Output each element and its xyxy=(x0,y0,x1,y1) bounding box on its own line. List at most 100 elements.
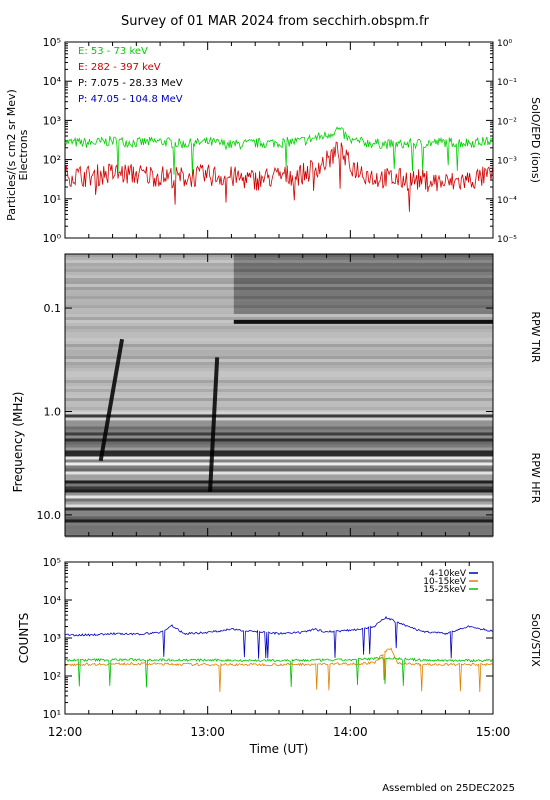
rpw-hfr-label: RPW HFR xyxy=(529,453,542,504)
hfr-band xyxy=(65,426,493,430)
epd-y2-tick-label: 10⁻¹ xyxy=(497,78,517,88)
hfr-band xyxy=(65,522,493,526)
rpw-tick-label: 1.0 xyxy=(44,405,62,418)
footer-assembled: Assembled on 25DEC2025 xyxy=(382,783,515,794)
tnr-noise-band xyxy=(65,314,493,317)
hfr-band xyxy=(65,435,493,439)
hfr-band xyxy=(65,525,493,529)
stix-y-tick-label: 10³ xyxy=(43,632,61,645)
hfr-band xyxy=(65,465,493,469)
tnr-noise-band xyxy=(65,392,493,395)
tnr-noise-band xyxy=(65,389,493,392)
hfr-band xyxy=(65,468,493,472)
hfr-band xyxy=(65,510,493,514)
tnr-noise-band xyxy=(65,260,493,263)
epd-panel: 10⁰ 10¹ 10² 10³ 10⁴ 10⁵ 10⁻⁵ 10⁻⁴ 10⁻³ 10⁻² 10⁻¹ 10… xyxy=(5,36,542,245)
rpw-tick-label: 10.0 xyxy=(37,509,62,522)
rpw-tnr-label: RPW TNR xyxy=(529,311,542,363)
tnr-noise-band xyxy=(65,272,493,275)
hfr-band xyxy=(65,483,493,487)
tnr-noise-band xyxy=(65,284,493,287)
hfr-band xyxy=(65,495,493,499)
x-axis-label: Time (UT) xyxy=(249,742,309,756)
hfr-band xyxy=(65,444,493,448)
epd-legend-protons-low: P: 7.075 - 28.33 MeV xyxy=(78,78,183,89)
tnr-noise-band xyxy=(65,344,493,347)
tnr-noise-band xyxy=(65,269,493,272)
hfr-band xyxy=(65,477,493,481)
tnr-noise-band xyxy=(65,290,493,293)
epd-y-tick-label: 10³ xyxy=(43,114,61,127)
rpw-plot-frame xyxy=(64,253,494,537)
stix-x-tick-label: 15:00 xyxy=(476,725,511,739)
epd-y2-tick-label: 10⁻⁵ xyxy=(497,235,517,245)
rpw-panel: 0.1 1.0 10.0 Frequency (MHz) RPW TNR RPW H… xyxy=(11,253,542,538)
tnr-emission-line xyxy=(233,319,494,324)
stix-x-tick-label: 14:00 xyxy=(333,725,368,739)
epd-y-tick-label: 10⁰ xyxy=(43,232,62,245)
epd-ylabel-line2: Electrons xyxy=(17,129,30,180)
stix-y-tick-label: 10⁵ xyxy=(43,556,61,569)
tnr-noise-band xyxy=(65,407,493,410)
type-iii-burst-1 xyxy=(98,338,125,462)
hfr-band xyxy=(65,438,493,442)
hfr-band xyxy=(65,489,493,493)
epd-series-lines xyxy=(64,126,494,212)
epd-y2-tick-label: 10⁻² xyxy=(497,117,517,127)
tnr-noise-band xyxy=(65,341,493,344)
tnr-noise-band xyxy=(65,311,493,314)
hfr-band xyxy=(65,441,493,445)
epd-y2-tick-label: 10⁰ xyxy=(497,39,512,49)
epd-y2-tick-label: 10⁻⁴ xyxy=(497,196,517,206)
tnr-noise-band xyxy=(65,377,493,380)
hfr-band xyxy=(65,450,493,454)
hfr-band xyxy=(65,516,493,520)
epd-axis-ticks: 10⁰ 10¹ 10² 10³ 10⁴ 10⁵ 10⁻⁵ 10⁻⁴ 10⁻³ 10⁻² 10⁻¹ 10… xyxy=(43,36,518,245)
tnr-noise-band xyxy=(65,359,493,362)
tnr-noise-band xyxy=(65,395,493,398)
epd-line-electrons-high xyxy=(64,141,494,212)
hfr-band xyxy=(65,414,493,418)
hfr-band xyxy=(65,423,493,427)
hfr-band xyxy=(65,486,493,490)
tnr-noise-band xyxy=(65,287,493,290)
tnr-noise-band xyxy=(65,353,493,356)
stix-x-tick-label: 13:00 xyxy=(190,725,225,739)
tnr-noise-band xyxy=(65,362,493,365)
stix-x-tick-label: 12:00 xyxy=(48,725,83,739)
stix-right-label: SolO/STIX xyxy=(529,613,542,667)
tnr-noise-band xyxy=(65,281,493,284)
stix-y-tick-label: 10² xyxy=(43,670,61,683)
hfr-band xyxy=(65,501,493,505)
tnr-noise-band xyxy=(65,323,493,326)
stix-panel: 10¹ 10² 10³ 10⁴ 10⁵ 12:00 13:00 14:00 15:00 COUN… xyxy=(17,556,542,756)
stix-line-10-15kev xyxy=(64,647,494,693)
figure-title: Survey of 01 MAR 2024 from secchirh.obsp… xyxy=(121,14,430,29)
epd-plot-frame xyxy=(64,41,494,239)
tnr-noise-band xyxy=(65,404,493,407)
tnr-noise-band xyxy=(65,350,493,353)
hfr-band xyxy=(65,411,493,415)
epd-right-label: SolO/EPD (ions) xyxy=(529,97,542,183)
tnr-noise-band xyxy=(65,302,493,305)
tnr-noise-band xyxy=(65,317,493,320)
tnr-noise-band xyxy=(65,263,493,266)
hfr-band xyxy=(65,432,493,436)
hfr-band xyxy=(65,447,493,451)
hfr-band xyxy=(65,471,493,475)
stix-line-4-10kev xyxy=(64,615,494,659)
type-iii-burst-2 xyxy=(208,357,220,493)
tnr-noise-band xyxy=(65,398,493,401)
hfr-band xyxy=(65,498,493,502)
stix-y-tick-label: 10⁴ xyxy=(43,594,62,607)
tnr-noise-band xyxy=(65,338,493,341)
tnr-dark-region xyxy=(233,254,494,314)
hfr-band xyxy=(65,474,493,478)
stix-legend-label-low: 4-10keV xyxy=(429,569,467,579)
epd-y-tick-label: 10¹ xyxy=(43,193,61,206)
epd-y-tick-label: 10⁵ xyxy=(43,36,61,49)
tnr-noise-band xyxy=(65,386,493,389)
epd-line-electrons-low xyxy=(64,126,494,176)
stix-plot-frame xyxy=(64,561,494,715)
